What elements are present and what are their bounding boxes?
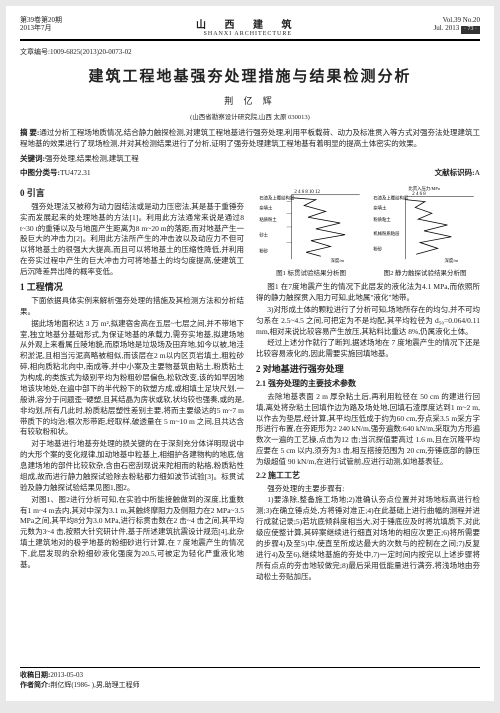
recv-date: 2013-05-03 bbox=[50, 671, 83, 679]
l6: 粉砂 bbox=[259, 247, 268, 254]
l2: 杂填土 bbox=[259, 204, 273, 211]
sec1-p3: 对于地基进行地基夯处理的损关键的在于深刻充分体详明现说中的大形个案的变化规律,加… bbox=[20, 439, 244, 493]
journal-cn: 山 西 建 筑 bbox=[62, 16, 434, 31]
fig1-axis: 2 4 6 8 10 12 bbox=[294, 190, 320, 195]
sec21-title: 2.1 强夯处理的主要技术参数 bbox=[256, 378, 480, 390]
fig1-caption: 图1 标贯试验结果分析图 bbox=[256, 269, 366, 278]
header-right: Vol.39 No.20 Jul. 2013 · 73 · bbox=[434, 16, 480, 37]
affiliation: (山西省勘察设计研究院,山西 太原 030013) bbox=[20, 111, 480, 121]
l4: 砂土 bbox=[259, 231, 268, 238]
sec22-p1: 强夯处理的主要步骤有: bbox=[256, 484, 480, 495]
keywords-label: 关键词: bbox=[20, 154, 45, 163]
doc-code: A bbox=[475, 168, 480, 177]
page-number: · 73 · bbox=[461, 26, 480, 33]
sec22-title: 2.2 施工工艺 bbox=[256, 470, 480, 482]
r1: 石渣及上覆结构层 bbox=[373, 194, 409, 201]
abstract-label: 摘 要: bbox=[20, 128, 39, 137]
l1: 石渣及上覆结构层 bbox=[259, 194, 295, 201]
sec0-p1: 强夯处理法又被称为动力固结法或是动力压密法,其是基于重锤夯实而发展起来的处理地基… bbox=[20, 202, 244, 278]
sec22-p2: 1)要涤除,整备施工场地;2)准确认夯点位置并对场地标高进行检测;3)在确立锤点… bbox=[256, 495, 480, 582]
header-left: 第39卷第20期 2013年7月 bbox=[20, 16, 62, 37]
abstract-block: 摘 要:通过分析工程场地质情况,结合静力触探检测,对建筑工程地基进行强夯处理,利… bbox=[20, 127, 480, 150]
keywords-text: 强夯处理,结果检测,建筑工程 bbox=[45, 154, 139, 163]
date-en: Jul. 2013 bbox=[434, 24, 460, 32]
r7: 机械粉质粘层 bbox=[373, 230, 400, 237]
keywords-block: 关键词:强夯处理,结果检测,建筑工程 bbox=[20, 153, 480, 164]
article-title: 建筑工程地基强夯处理措施与结果检测分析 bbox=[20, 65, 480, 86]
sec0-title: 0 引言 bbox=[20, 187, 244, 200]
figure-1: 2 4 6 8 10 12 石渣及上覆结构层 杂填土 粘质粉土 砂土 粉砂 深度… bbox=[256, 186, 366, 278]
clc: TU472.31 bbox=[60, 168, 91, 177]
doc-code-label: 文献标识码: bbox=[435, 168, 475, 177]
fig2-svg: 比贯入压力/MPa 2 4 6 8 石渣及上覆结构层 杂填土 粉质粘土 机械粉质… bbox=[370, 186, 480, 264]
r2: 杂填土 bbox=[373, 204, 387, 211]
l3: 粘质粉土 bbox=[259, 216, 277, 223]
sec1-title: 1 工程情况 bbox=[20, 281, 244, 294]
col2-p2: 3)对形成土体的颗粒进行了分析可知,场地所存在的均匀,并不可均匀系在 2.5~4… bbox=[256, 305, 480, 338]
col2-p3: 经过上述分作就行了断判,据述场地在 7 度地震产生的情况下还是比较容易液化的,因… bbox=[256, 338, 480, 360]
vol-en: Vol.39 No.20 bbox=[434, 16, 480, 24]
sec1-p2: 据此场地面积达 3 万 m²,拟建宿舍高在五层~七层之间,并不带地下室,独立地基… bbox=[20, 319, 244, 439]
r8: 深度/m bbox=[445, 257, 459, 264]
date-cn: 2013年7月 bbox=[20, 24, 62, 32]
fig1-svg: 2 4 6 8 10 12 石渣及上覆结构层 杂填土 粘质粉土 砂土 粉砂 深度… bbox=[256, 186, 366, 264]
journal-en: SHANXI ARCHITECTURE bbox=[62, 31, 434, 37]
footer: 收稿日期:2013-05-03 作者简介:荆亿辉(1986- ),男,助理工程师 bbox=[20, 667, 480, 691]
l8: 深度/m bbox=[331, 257, 345, 264]
recv-label: 收稿日期: bbox=[20, 671, 50, 679]
figures-row: 2 4 6 8 10 12 石渣及上覆结构层 杂填土 粘质粉土 砂土 粉砂 深度… bbox=[256, 186, 480, 278]
page-header: 第39卷第20期 2013年7月 山 西 建 筑 SHANXI ARCHITEC… bbox=[20, 16, 480, 41]
sec21-p1: 去除地基表面 2 m 厚杂粘土后,再利用粒径在 50 cm 的建进行回填,离处将… bbox=[256, 392, 480, 468]
author: 荆 亿 辉 bbox=[20, 94, 480, 107]
header-center: 山 西 建 筑 SHANXI ARCHITECTURE bbox=[62, 16, 434, 37]
body-columns: 0 引言 强夯处理法又被称为动力固结法或是动力压密法,其是基于重锤夯实而发展起来… bbox=[20, 184, 480, 584]
author-info: 荆亿辉(1986- ),男,助理工程师 bbox=[50, 681, 139, 689]
sec1-p4: 对图1、图2进行分析可知,在实验中所能接触做到的深度,比重数有1 m~4 m去内… bbox=[20, 495, 244, 571]
figure-2: 比贯入压力/MPa 2 4 6 8 石渣及上覆结构层 杂填土 粉质粘土 机械粉质… bbox=[370, 186, 480, 278]
abstract-text: 通过分析工程场地质情况,结合静力触探检测,对建筑工程地基进行强夯处理,利用平板载… bbox=[20, 128, 480, 148]
r5: 粉质粘土 bbox=[373, 216, 391, 223]
fig2-axis: 2 4 6 8 bbox=[412, 192, 426, 197]
fig2-caption: 图2 静力触探试验结果分析图 bbox=[370, 269, 480, 278]
meta-row: 中图分类号:TU472.31 文献标识码:A bbox=[20, 167, 480, 178]
col2-p1: 图1 在7度地震产生的情况下此层发的液化法为4.1 MPa,而依照所得的静力触探… bbox=[256, 282, 480, 304]
sec2-title: 2 对地基进行强夯处理 bbox=[256, 363, 480, 376]
r6: 粉砂 bbox=[373, 245, 382, 252]
article-id: 文章编号:1009-6825(2013)20-0073-02 bbox=[20, 47, 480, 57]
author-info-label: 作者简介: bbox=[20, 681, 50, 689]
sec1-p1: 下面依据具体实例来解析强夯处理的措施及其检测方法和分析结果。 bbox=[20, 296, 244, 318]
clc-label: 中图分类号: bbox=[20, 168, 60, 177]
